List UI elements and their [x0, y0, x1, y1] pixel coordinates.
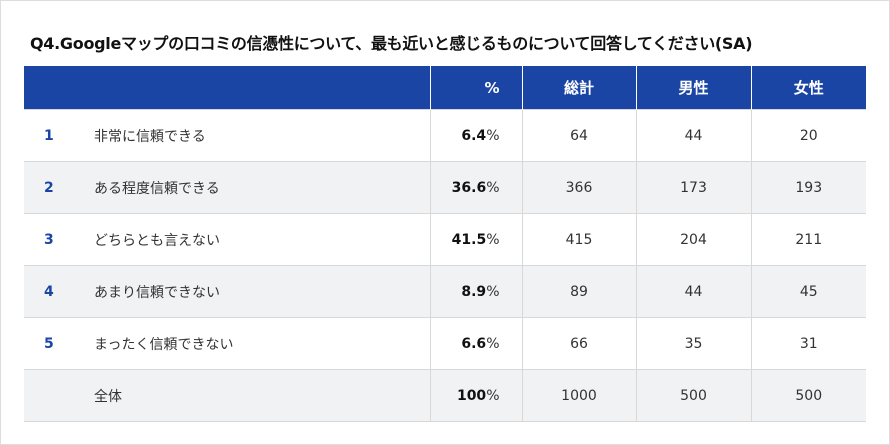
header-total: 総計: [522, 66, 637, 110]
row-number: [24, 369, 94, 422]
row-label: 全体: [94, 369, 431, 422]
percent-symbol: %: [486, 231, 500, 248]
row-male: 44: [636, 265, 752, 318]
row-number: 2: [24, 161, 94, 214]
row-male: 44: [636, 109, 752, 162]
row-female: 31: [751, 317, 866, 370]
header-percent: %: [430, 66, 523, 110]
row-percent: 6.6%: [430, 317, 523, 370]
table-row: 3 どちらとも言えない 41.5% 415 204 211: [24, 213, 866, 266]
row-percent: 100%: [430, 369, 523, 422]
row-number: 4: [24, 265, 94, 318]
row-female: 20: [751, 109, 866, 162]
row-female: 211: [751, 213, 866, 266]
percent-value: 6.4: [461, 127, 487, 144]
percent-symbol: %: [486, 283, 500, 300]
percent-value: 100: [456, 387, 487, 404]
table-header-row: % 総計 男性 女性: [24, 66, 866, 110]
table-row: 2 ある程度信頼できる 36.6% 366 173 193: [24, 161, 866, 214]
row-male: 173: [636, 161, 752, 214]
header-female: 女性: [751, 66, 866, 110]
header-blank: [24, 66, 431, 110]
row-total: 366: [522, 161, 637, 214]
table-row: 1 非常に信頼できる 6.4% 64 44 20: [24, 109, 866, 162]
row-label: あまり信頼できない: [94, 265, 431, 318]
row-female: 193: [751, 161, 866, 214]
header-male: 男性: [636, 66, 752, 110]
percent-value: 8.9: [461, 283, 487, 300]
row-number: 5: [24, 317, 94, 370]
table-row-total: 全体 100% 1000 500 500: [24, 369, 866, 422]
row-label: 非常に信頼できる: [94, 109, 431, 162]
row-total: 66: [522, 317, 637, 370]
row-number: 1: [24, 109, 94, 162]
row-male: 204: [636, 213, 752, 266]
table-row: 5 まったく信頼できない 6.6% 66 35 31: [24, 317, 866, 370]
row-label: ある程度信頼できる: [94, 161, 431, 214]
row-label: まったく信頼できない: [94, 317, 431, 370]
percent-symbol: %: [486, 335, 500, 352]
percent-symbol: %: [486, 127, 500, 144]
row-number: 3: [24, 213, 94, 266]
row-percent: 36.6%: [430, 161, 523, 214]
percent-value: 41.5: [451, 231, 487, 248]
row-percent: 6.4%: [430, 109, 523, 162]
row-female: 45: [751, 265, 866, 318]
table-row: 4 あまり信頼できない 8.9% 89 44 45: [24, 265, 866, 318]
row-female: 500: [751, 369, 866, 422]
percent-value: 6.6: [461, 335, 487, 352]
row-percent: 41.5%: [430, 213, 523, 266]
percent-symbol: %: [486, 387, 500, 404]
row-total: 89: [522, 265, 637, 318]
percent-value: 36.6: [451, 179, 487, 196]
row-label: どちらとも言えない: [94, 213, 431, 266]
survey-results-table: % 総計 男性 女性 1 非常に信頼できる 6.4% 64 44 20 2 ある…: [24, 66, 866, 422]
row-total: 1000: [522, 369, 637, 422]
percent-symbol: %: [486, 179, 500, 196]
row-total: 415: [522, 213, 637, 266]
row-male: 35: [636, 317, 752, 370]
row-male: 500: [636, 369, 752, 422]
row-total: 64: [522, 109, 637, 162]
row-percent: 8.9%: [430, 265, 523, 318]
question-title: Q4.Googleマップの口コミの信憑性について、最も近いと感じるものについて回…: [30, 34, 753, 53]
